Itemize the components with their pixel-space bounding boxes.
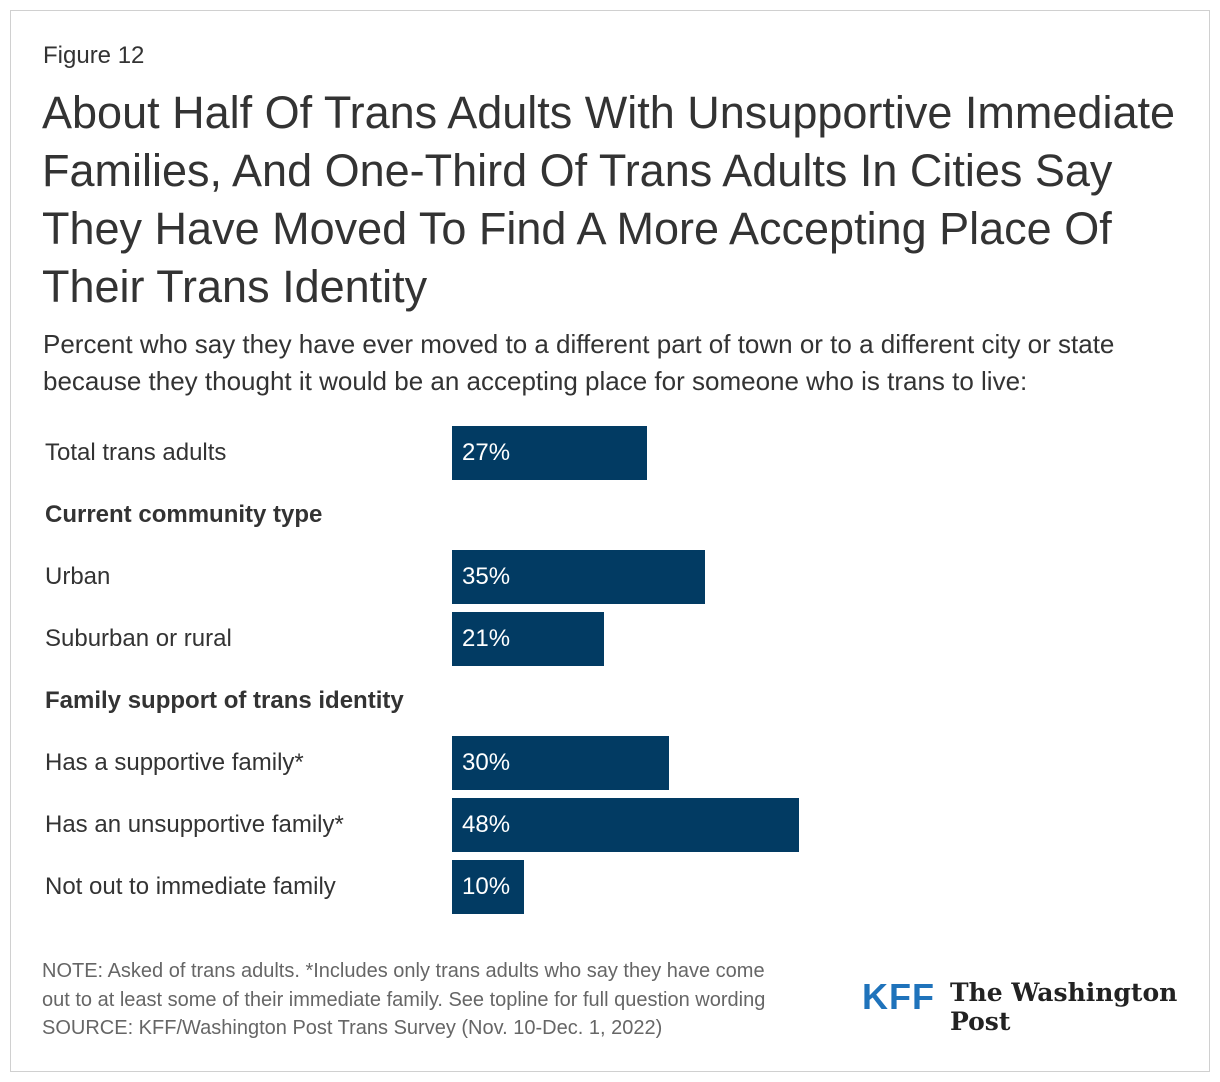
bar: 48%: [452, 798, 799, 852]
group-header-row: Current community type: [0, 488, 1220, 542]
kff-logo: KFF: [862, 976, 935, 1017]
bar-row: Urban 35%: [0, 550, 1220, 604]
bar: 30%: [452, 736, 669, 790]
bar-row: Has a supportive family* 30%: [0, 736, 1220, 790]
category-label: Not out to immediate family: [45, 873, 336, 900]
bar: 21%: [452, 612, 604, 666]
group-header-row: Family support of trans identity: [0, 674, 1220, 728]
bar: 27%: [452, 426, 647, 480]
bar-row: Total trans adults 27%: [0, 426, 1220, 480]
bar-row: Has an unsupportive family* 48%: [0, 798, 1220, 852]
data-label: 30%: [462, 749, 511, 776]
data-label: 10%: [462, 873, 511, 900]
category-label: Has a supportive family*: [45, 749, 304, 776]
data-label: 48%: [462, 811, 511, 838]
chart-subtitle: Percent who say they have ever moved to …: [43, 329, 1115, 396]
washington-post-logo: The Washington Post: [950, 978, 1178, 1036]
category-label: Total trans adults: [45, 439, 227, 466]
data-label: 21%: [462, 625, 511, 652]
category-label: Suburban or rural: [45, 625, 232, 652]
note-line-2: out to at least some of their immediate …: [42, 988, 766, 1011]
bar: 10%: [452, 860, 525, 914]
bar: 35%: [452, 550, 705, 604]
figure-frame: [10, 10, 1210, 1072]
data-label: 27%: [462, 439, 511, 466]
data-label: 35%: [462, 563, 511, 590]
category-label: Urban: [45, 563, 111, 590]
bar-row: Suburban or rural 21%: [0, 612, 1220, 666]
notes: NOTE: Asked of trans adults. *Includes o…: [42, 957, 765, 1043]
source-line: SOURCE: KFF/Washington Post Trans Survey…: [42, 1017, 663, 1039]
note-line-1: NOTE: Asked of trans adults. *Includes o…: [42, 960, 765, 982]
figure-label: Figure 12: [43, 42, 145, 69]
group-header: Family support of trans identity: [45, 687, 404, 714]
category-label: Has an unsupportive family*: [45, 811, 344, 838]
bar-row: Not out to immediate family 10%: [0, 860, 1220, 914]
chart-title: About Half Of Trans Adults With Unsuppor…: [42, 87, 1175, 312]
group-header: Current community type: [45, 501, 323, 528]
